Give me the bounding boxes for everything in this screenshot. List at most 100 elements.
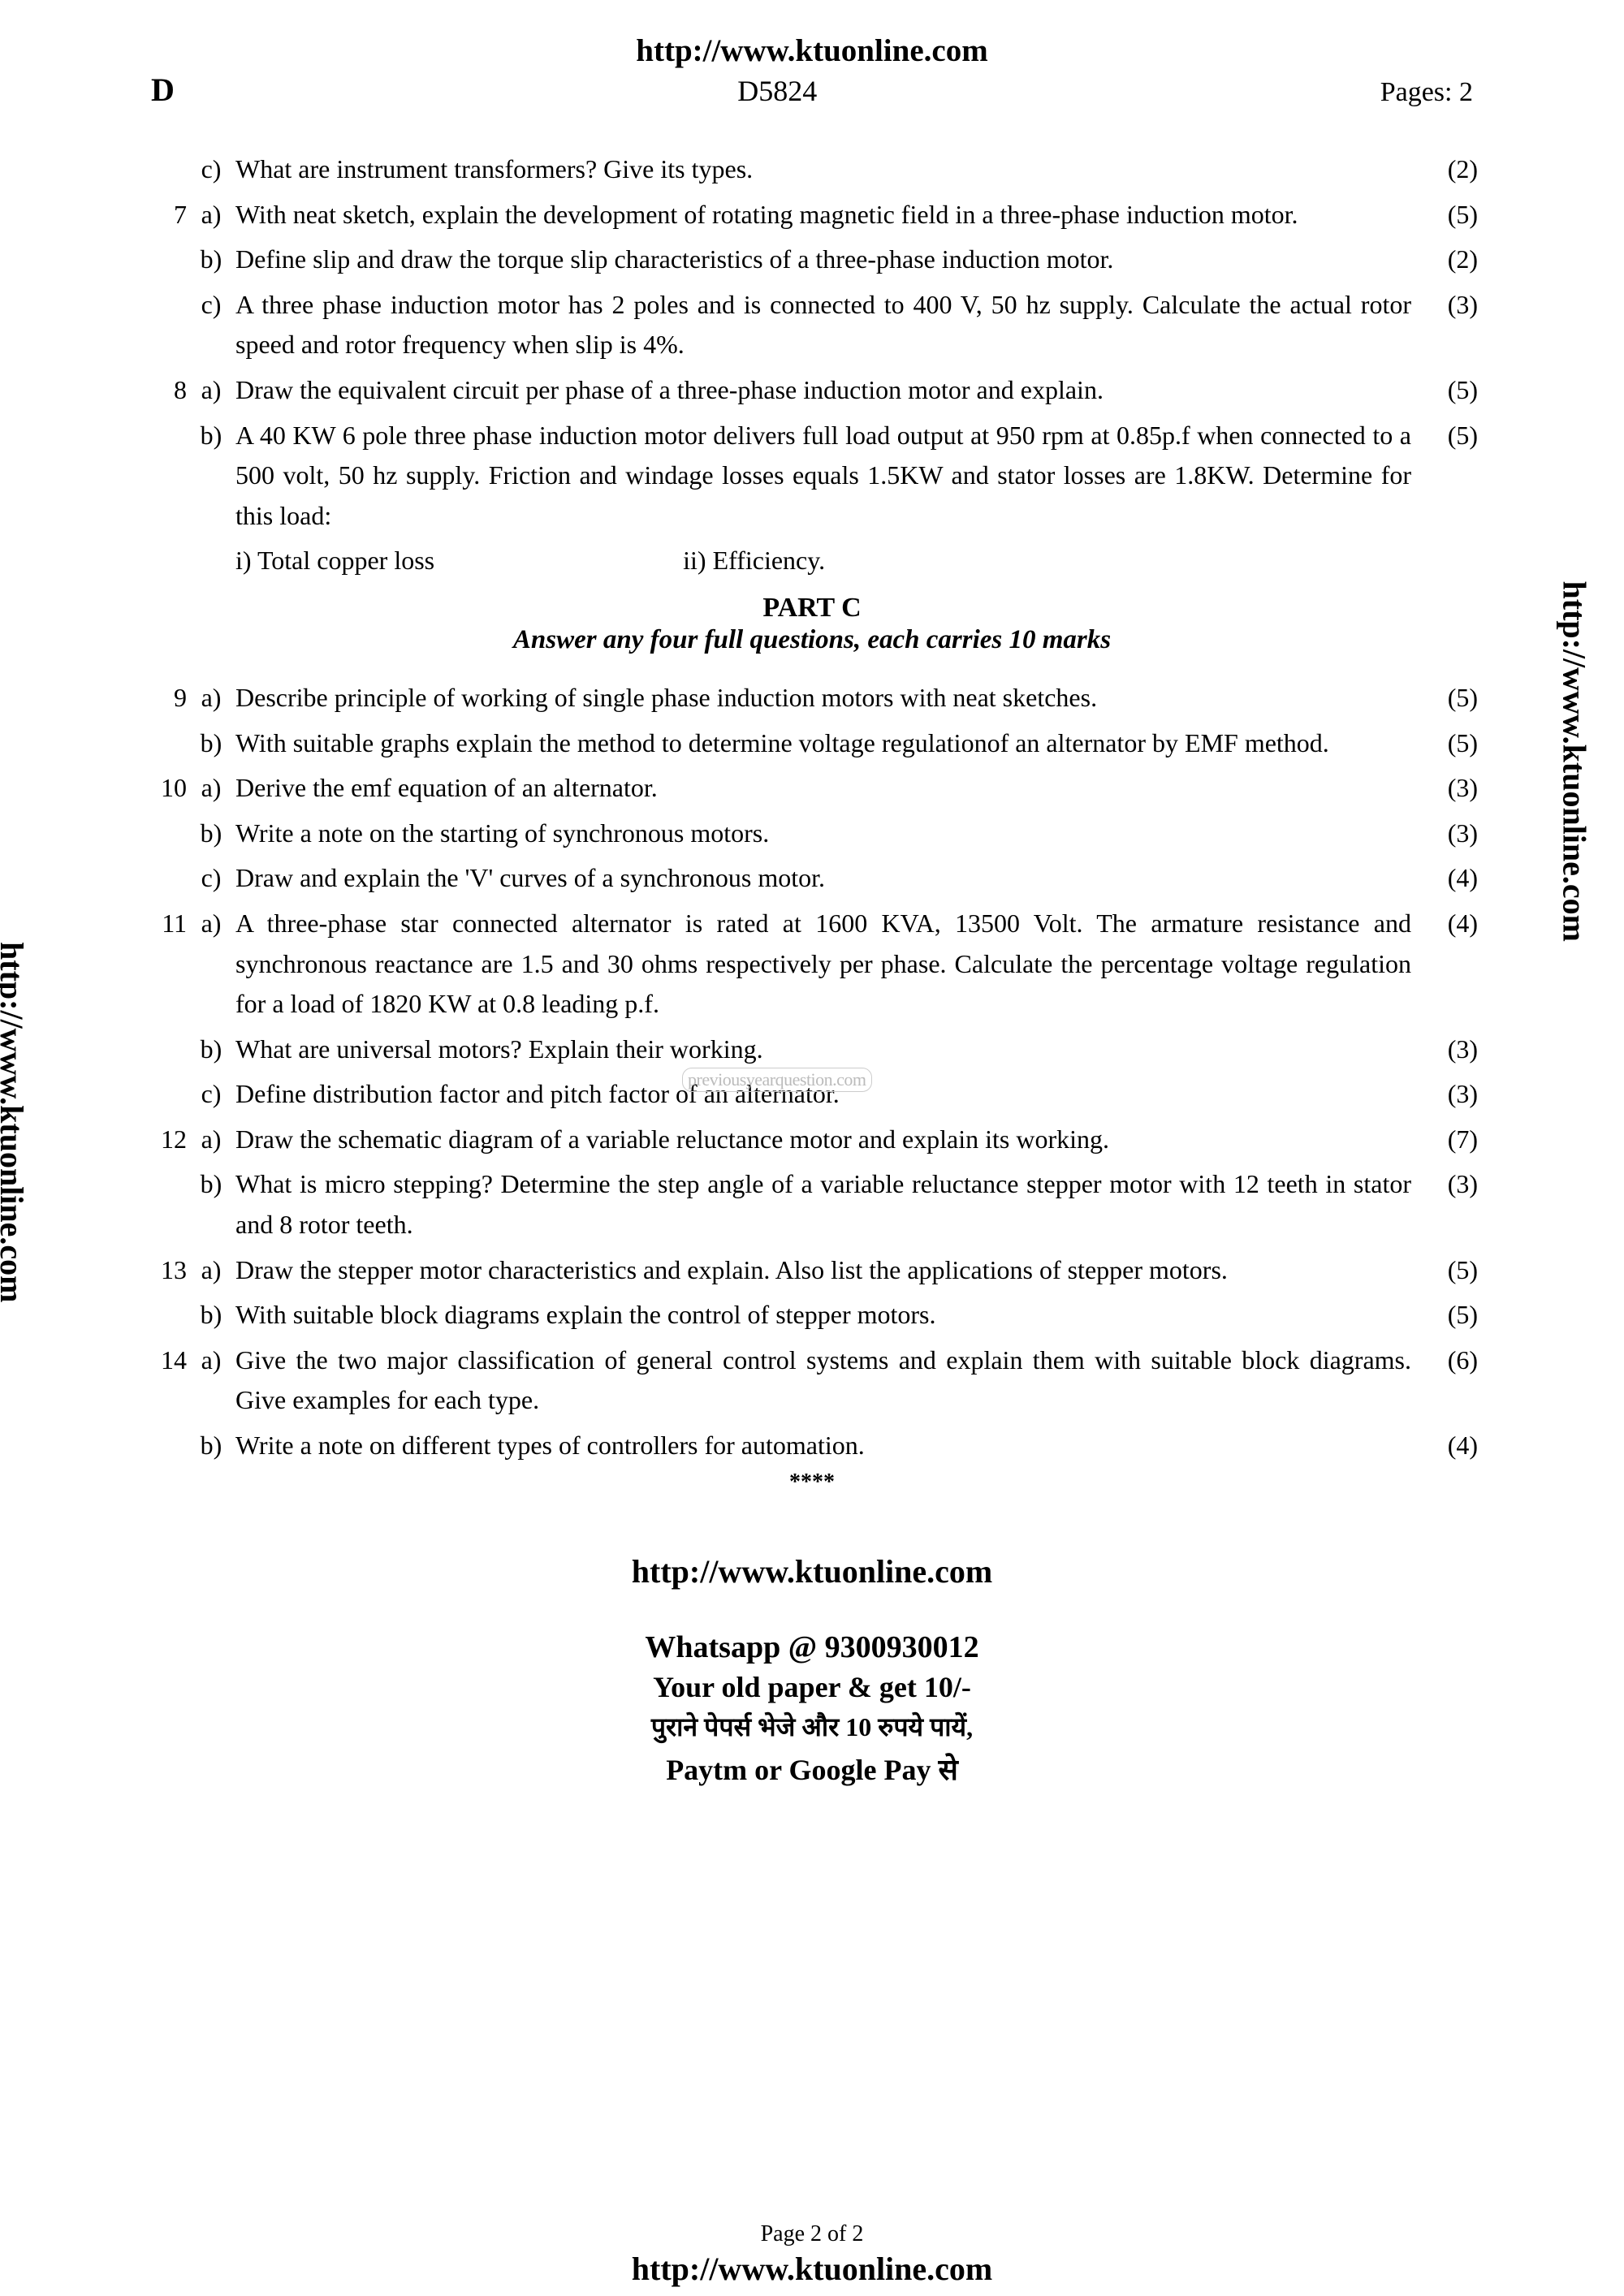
watermark: previousyearquestion.com	[682, 1068, 872, 1092]
question-text: What are universal motors? Explain their…	[235, 1029, 1421, 1070]
question-subpart: b)	[187, 416, 235, 456]
side-url-left: http://www.ktuonline.com	[0, 942, 31, 1303]
question-marks: (4)	[1421, 904, 1478, 944]
page-number: Page 2 of 2	[0, 2221, 1624, 2247]
question-row: c)Draw and explain the 'V' curves of a s…	[146, 858, 1478, 899]
question-text: A 40 KW 6 pole three phase induction mot…	[235, 416, 1421, 537]
question-text: Write a note on different types of contr…	[235, 1426, 1421, 1466]
question-marks: (6)	[1421, 1340, 1478, 1381]
footer-hindi: पुराने पेपर्स भेजे और 10 रुपये पायें,	[146, 1709, 1478, 1744]
question-row: b)What are universal motors? Explain the…	[146, 1029, 1478, 1070]
question-subpart: a)	[187, 370, 235, 411]
question-marks: (4)	[1421, 1426, 1478, 1466]
question-subpart: a)	[187, 1340, 235, 1381]
question-row: c)A three phase induction motor has 2 po…	[146, 285, 1478, 365]
question-number: 11	[146, 904, 187, 944]
question-text: With suitable block diagrams explain the…	[235, 1295, 1421, 1336]
question-text: With neat sketch, explain the developmen…	[235, 195, 1421, 235]
question-subpart: c)	[187, 1074, 235, 1115]
question-subpart: b)	[187, 1426, 235, 1466]
question-subpart: b)	[187, 240, 235, 280]
side-url-right: http://www.ktuonline.com	[1555, 581, 1593, 943]
header-row: D D5824 Pages: 2	[146, 71, 1478, 109]
question-row: 10a)Derive the emf equation of an altern…	[146, 768, 1478, 809]
question-subpart: b)	[187, 723, 235, 764]
footer-old-paper: Your old paper & get 10/-	[146, 1670, 1478, 1704]
footer-url-2: http://www.ktuonline.com	[0, 2250, 1624, 2288]
question-row: 13a)Draw the stepper motor characteristi…	[146, 1250, 1478, 1291]
question-subpart: b)	[187, 814, 235, 854]
question-text: Describe principle of working of single …	[235, 678, 1421, 719]
question-text: Define slip and draw the torque slip cha…	[235, 240, 1421, 280]
question-marks: (2)	[1421, 240, 1478, 280]
question-marks: (5)	[1421, 195, 1478, 235]
question-text: What is micro stepping? Determine the st…	[235, 1164, 1421, 1245]
question-row: c)What are instrument transformers? Give…	[146, 149, 1478, 190]
question-subpart: b)	[187, 1164, 235, 1205]
question-row: b)What is micro stepping? Determine the …	[146, 1164, 1478, 1245]
questions-top-block: c)What are instrument transformers? Give…	[146, 149, 1478, 536]
part-c-subtitle: Answer any four full questions, each car…	[146, 625, 1478, 655]
part-c-title: PART C	[146, 593, 1478, 624]
q8b-subparts: i) Total copper loss ii) Efficiency.	[146, 541, 1478, 581]
question-text: A three-phase star connected alternator …	[235, 904, 1421, 1025]
footer-whatsapp: Whatsapp @ 9300930012	[146, 1629, 1478, 1665]
header-right: Pages: 2	[1380, 77, 1478, 108]
q8b-i: i) Total copper loss	[235, 546, 434, 575]
question-row: b)Write a note on the starting of synchr…	[146, 814, 1478, 854]
question-marks: (4)	[1421, 858, 1478, 899]
question-number: 14	[146, 1340, 187, 1381]
question-text: Draw the stepper motor characteristics a…	[235, 1250, 1421, 1291]
question-number: 12	[146, 1120, 187, 1160]
question-text: What are instrument transformers? Give i…	[235, 149, 1421, 190]
question-marks: (5)	[1421, 1250, 1478, 1291]
question-row: b)Write a note on different types of con…	[146, 1426, 1478, 1466]
question-number: 7	[146, 195, 187, 235]
q8b-ii: ii) Efficiency.	[683, 546, 825, 575]
question-subpart: a)	[187, 768, 235, 809]
question-marks: (5)	[1421, 678, 1478, 719]
question-subpart: b)	[187, 1295, 235, 1336]
question-row: b)Define slip and draw the torque slip c…	[146, 240, 1478, 280]
footer-paytm: Paytm or Google Pay से	[146, 1749, 1478, 1789]
question-row: b)A 40 KW 6 pole three phase induction m…	[146, 416, 1478, 537]
question-text: Derive the emf equation of an alternator…	[235, 768, 1421, 809]
question-marks: (5)	[1421, 723, 1478, 764]
question-subpart: a)	[187, 1250, 235, 1291]
question-marks: (3)	[1421, 814, 1478, 854]
question-marks: (7)	[1421, 1120, 1478, 1160]
question-number: 9	[146, 678, 187, 719]
question-subpart: a)	[187, 678, 235, 719]
question-text: With suitable graphs explain the method …	[235, 723, 1421, 764]
question-subpart: c)	[187, 858, 235, 899]
question-row: 8a)Draw the equivalent circuit per phase…	[146, 370, 1478, 411]
question-row: 9a)Describe principle of working of sing…	[146, 678, 1478, 719]
question-text: Draw the schematic diagram of a variable…	[235, 1120, 1421, 1160]
question-marks: (3)	[1421, 768, 1478, 809]
question-number: 8	[146, 370, 187, 411]
question-subpart: a)	[187, 1120, 235, 1160]
question-subpart: b)	[187, 1029, 235, 1070]
question-subpart: c)	[187, 149, 235, 190]
question-row: b)With suitable graphs explain the metho…	[146, 723, 1478, 764]
question-text: A three phase induction motor has 2 pole…	[235, 285, 1421, 365]
question-text: Draw and explain the 'V' curves of a syn…	[235, 858, 1421, 899]
question-row: 11a)A three-phase star connected alterna…	[146, 904, 1478, 1025]
question-row: 12a)Draw the schematic diagram of a vari…	[146, 1120, 1478, 1160]
question-marks: (3)	[1421, 1074, 1478, 1115]
question-row: 7a)With neat sketch, explain the develop…	[146, 195, 1478, 235]
footer-url-1: http://www.ktuonline.com	[146, 1552, 1478, 1590]
question-text: Give the two major classification of gen…	[235, 1340, 1421, 1421]
question-marks: (3)	[1421, 285, 1478, 326]
question-marks: (3)	[1421, 1164, 1478, 1205]
question-row: b)With suitable block diagrams explain t…	[146, 1295, 1478, 1336]
question-marks: (5)	[1421, 370, 1478, 411]
header-left: D	[146, 71, 175, 109]
question-marks: (5)	[1421, 416, 1478, 456]
question-number: 10	[146, 768, 187, 809]
question-row: 14a)Give the two major classification of…	[146, 1340, 1478, 1421]
question-number: 13	[146, 1250, 187, 1291]
question-subpart: a)	[187, 904, 235, 944]
exam-page: http://www.ktuonline.com http://www.ktuo…	[0, 0, 1624, 2296]
question-text: Draw the equivalent circuit per phase of…	[235, 370, 1421, 411]
